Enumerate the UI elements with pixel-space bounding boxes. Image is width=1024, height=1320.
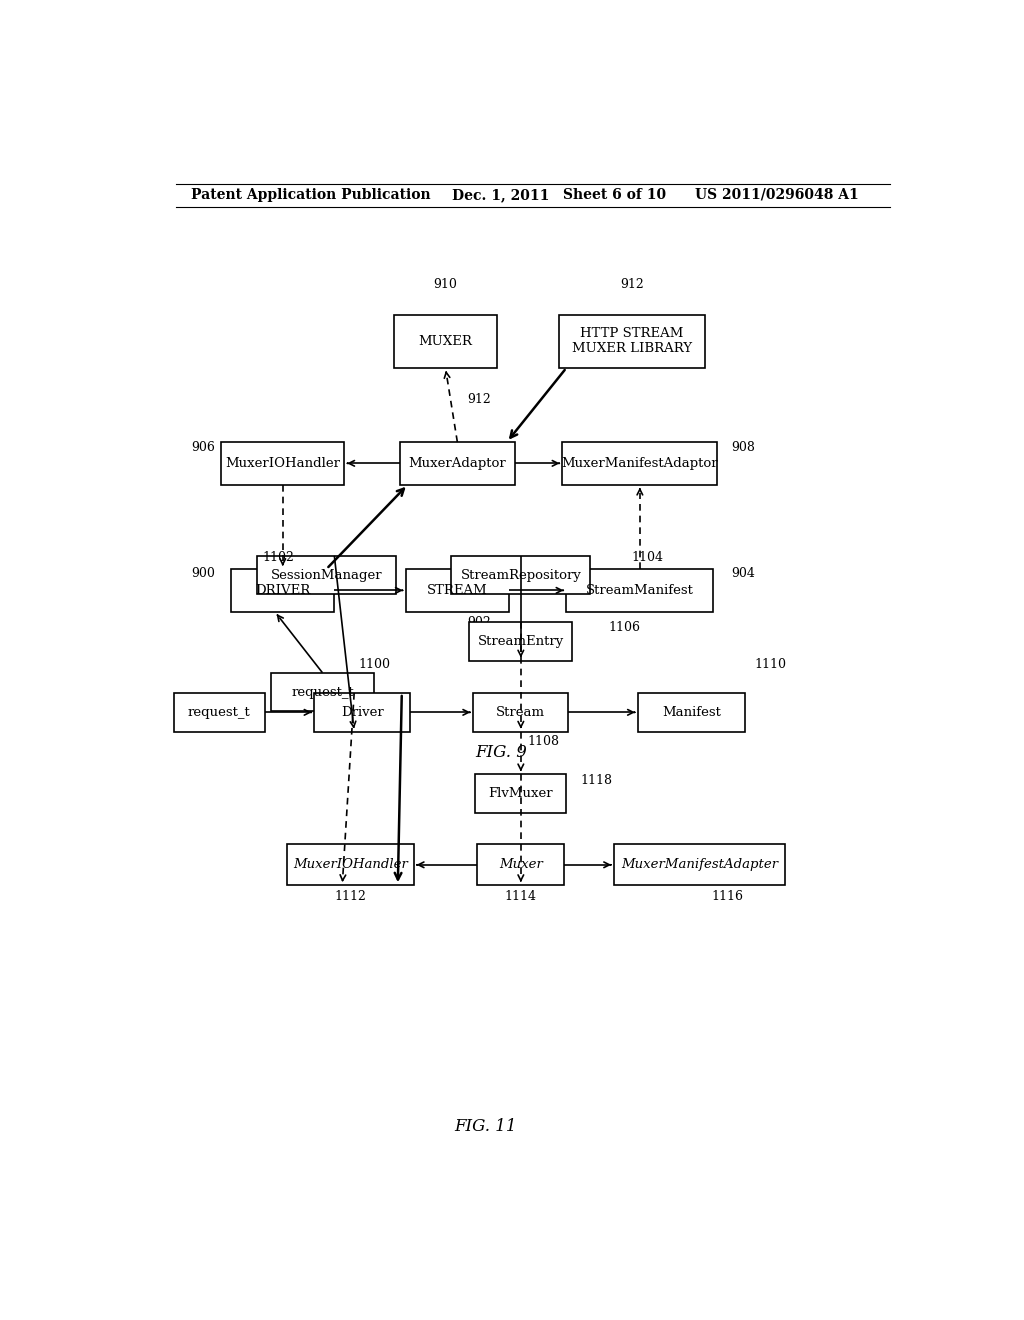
Text: Driver: Driver	[341, 706, 383, 719]
Text: DRIVER: DRIVER	[255, 583, 310, 597]
Text: StreamManifest: StreamManifest	[586, 583, 694, 597]
Text: MuxerManifestAdapter: MuxerManifestAdapter	[621, 858, 778, 871]
FancyBboxPatch shape	[394, 315, 497, 368]
Text: MuxerIOHandler: MuxerIOHandler	[225, 457, 340, 470]
FancyBboxPatch shape	[638, 693, 745, 731]
FancyBboxPatch shape	[558, 315, 706, 368]
Text: 1112: 1112	[334, 890, 367, 903]
Text: 1104: 1104	[632, 552, 664, 565]
Text: request_t: request_t	[291, 685, 354, 698]
FancyBboxPatch shape	[406, 569, 509, 611]
FancyBboxPatch shape	[477, 845, 564, 886]
Text: MUXER: MUXER	[419, 335, 472, 348]
Text: 1102: 1102	[263, 552, 295, 565]
FancyBboxPatch shape	[469, 622, 572, 660]
FancyBboxPatch shape	[473, 693, 568, 731]
FancyBboxPatch shape	[174, 693, 265, 731]
Text: 1114: 1114	[505, 890, 537, 903]
Text: Stream: Stream	[497, 706, 546, 719]
Text: US 2011/0296048 A1: US 2011/0296048 A1	[695, 187, 859, 202]
Text: STREAM: STREAM	[427, 583, 487, 597]
Text: Manifest: Manifest	[663, 706, 721, 719]
FancyBboxPatch shape	[270, 673, 374, 711]
Text: 900: 900	[191, 566, 215, 579]
FancyBboxPatch shape	[257, 556, 396, 594]
Text: 1100: 1100	[358, 659, 390, 671]
Text: Sheet 6 of 10: Sheet 6 of 10	[563, 187, 666, 202]
Text: 906: 906	[191, 441, 215, 454]
Text: 910: 910	[433, 279, 458, 290]
FancyBboxPatch shape	[452, 556, 590, 594]
Text: 1118: 1118	[581, 774, 612, 787]
Text: FlvMuxer: FlvMuxer	[488, 787, 553, 800]
Text: request_t: request_t	[187, 706, 251, 719]
FancyBboxPatch shape	[566, 569, 714, 611]
Text: StreamEntry: StreamEntry	[478, 635, 564, 648]
Text: 1116: 1116	[711, 890, 743, 903]
FancyBboxPatch shape	[475, 775, 566, 813]
Text: Dec. 1, 2011: Dec. 1, 2011	[452, 187, 549, 202]
Text: SessionManager: SessionManager	[270, 569, 382, 582]
Text: FIG. 9: FIG. 9	[475, 744, 527, 762]
Text: HTTP STREAM
MUXER LIBRARY: HTTP STREAM MUXER LIBRARY	[571, 327, 692, 355]
Text: StreamRepository: StreamRepository	[461, 569, 582, 582]
Text: Muxer: Muxer	[499, 858, 543, 871]
FancyBboxPatch shape	[562, 442, 717, 484]
Text: 902: 902	[468, 616, 492, 630]
Text: FIG. 11: FIG. 11	[454, 1118, 516, 1134]
FancyBboxPatch shape	[287, 845, 414, 886]
Text: 1108: 1108	[527, 735, 560, 748]
Text: MuxerAdaptor: MuxerAdaptor	[409, 457, 506, 470]
Text: 912: 912	[468, 393, 492, 405]
Text: Patent Application Publication: Patent Application Publication	[191, 187, 431, 202]
FancyBboxPatch shape	[614, 845, 784, 886]
FancyBboxPatch shape	[314, 693, 410, 731]
FancyBboxPatch shape	[221, 442, 344, 484]
Text: 904: 904	[731, 566, 755, 579]
FancyBboxPatch shape	[231, 569, 334, 611]
Text: MuxerIOHandler: MuxerIOHandler	[293, 858, 408, 871]
Text: 1110: 1110	[755, 659, 786, 671]
Text: 908: 908	[731, 441, 755, 454]
Text: 1106: 1106	[608, 622, 640, 635]
Text: MuxerManifestAdaptor: MuxerManifestAdaptor	[561, 457, 718, 470]
Text: 912: 912	[621, 279, 644, 290]
FancyBboxPatch shape	[399, 442, 515, 484]
